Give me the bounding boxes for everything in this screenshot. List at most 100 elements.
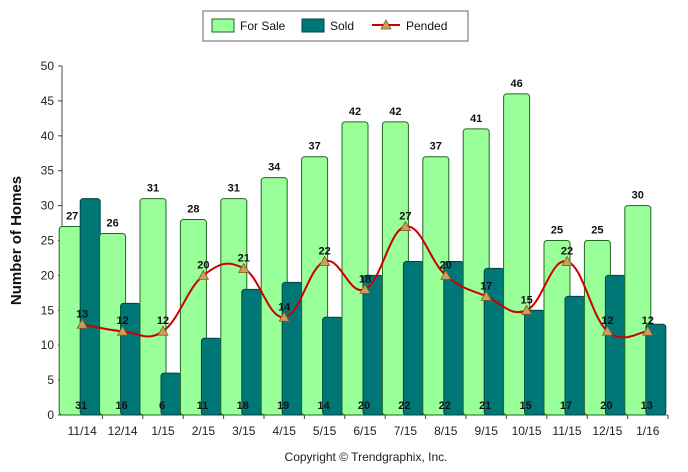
- y-tick-label: 15: [41, 303, 55, 317]
- pended-value-label: 15: [520, 294, 532, 306]
- sold-bar: [645, 323, 667, 416]
- axes: 0 5 10 15 20 25 30 35 40 45 50 11/14 12/14 1/15 2/15 3/…: [41, 59, 669, 438]
- x-tick-label: 11/14: [68, 424, 97, 438]
- x-tick-label: 9/15: [475, 424, 499, 438]
- x-tick-label: 11/15: [552, 424, 581, 438]
- x-tick-label: 10/15: [512, 424, 542, 438]
- x-tick-label: 1/15: [151, 424, 175, 438]
- y-tick-label: 35: [41, 164, 55, 178]
- copyright-footer: Copyright © Trendgraphix, Inc.: [285, 450, 448, 464]
- pended-marker: [116, 325, 129, 336]
- for-sale-bar: [301, 156, 329, 416]
- for-sale-value-label: 42: [349, 106, 361, 118]
- legend: For Sale Sold Pended: [202, 10, 469, 42]
- pended-marker: [440, 269, 452, 280]
- x-tick-label: 4/15: [273, 424, 297, 438]
- pended-value-label: 20: [197, 259, 209, 271]
- for-sale-value-label: 30: [632, 190, 644, 202]
- for-sale-value-label: 37: [430, 141, 442, 153]
- for-sale-bar: [341, 121, 369, 416]
- pended-value-label: 21: [238, 252, 250, 264]
- sold-value-label: 16: [115, 400, 127, 412]
- pended-marker: [238, 262, 250, 273]
- sold-bar: [79, 198, 101, 416]
- pended-marker: [561, 255, 573, 266]
- for-sale-value-label: 46: [510, 78, 522, 90]
- sold-value-label: 14: [317, 400, 330, 412]
- pended-marker: [76, 318, 88, 329]
- bars: [58, 93, 667, 416]
- for-sale-value-label: 41: [470, 113, 482, 125]
- y-tick-label: 25: [41, 234, 55, 248]
- sold-bar: [443, 260, 465, 416]
- pended-value-label: 20: [440, 259, 452, 271]
- pended-value-label: 13: [76, 308, 88, 320]
- legend-box: [202, 10, 469, 42]
- sold-value-label: 22: [398, 400, 410, 412]
- legend-swatch-pended-marker: [380, 19, 392, 30]
- sold-bar: [564, 295, 586, 416]
- pended-value-label: 12: [116, 315, 128, 327]
- pended-marker: [197, 269, 210, 280]
- for-sale-value-label: 37: [308, 141, 320, 153]
- pended-value-label: 14: [278, 301, 291, 313]
- y-axis-title: Number of Homes: [8, 176, 25, 305]
- pended-marker: [642, 325, 654, 336]
- legend-swatch-sold: [301, 18, 325, 33]
- x-tick-label: 3/15: [232, 424, 256, 438]
- pended-value-label: 18: [359, 273, 371, 285]
- pended-marker: [359, 283, 371, 294]
- sold-value-label: 15: [519, 400, 531, 412]
- for-sale-value-label: 31: [228, 183, 240, 195]
- sold-bar: [362, 274, 384, 416]
- pended-value-label: 22: [561, 245, 573, 257]
- sold-value-label: 17: [560, 400, 572, 412]
- pended-value-label: 12: [642, 315, 654, 327]
- y-tick-label: 5: [47, 373, 54, 387]
- x-tick-label: 5/15: [313, 424, 337, 438]
- for-sale-value-label: 28: [187, 204, 199, 216]
- pended-value-label: 22: [318, 245, 330, 257]
- for-sale-value-label: 26: [106, 218, 118, 230]
- pended-marker: [157, 325, 169, 336]
- sold-value-label: 11: [197, 400, 209, 412]
- for-sale-value-label: 31: [147, 183, 159, 195]
- for-sale-value-label: 42: [389, 106, 401, 118]
- legend-label-pended: Pended: [406, 19, 447, 33]
- sold-value-label: 31: [75, 400, 87, 412]
- x-tick-label: 1/16: [636, 424, 660, 438]
- pended-value-label: 17: [480, 280, 492, 292]
- pended-marker: [278, 311, 290, 322]
- sold-value-label: 20: [600, 400, 612, 412]
- for-sale-value-label: 25: [591, 225, 603, 237]
- pended-value-label: 27: [399, 211, 411, 223]
- sold-value-label: 18: [237, 400, 249, 412]
- for-sale-bar: [503, 93, 531, 416]
- x-tick-label: 6/15: [353, 424, 377, 438]
- sold-bar: [604, 274, 626, 416]
- pended-line: [76, 220, 654, 339]
- for-sale-value-label: 34: [268, 162, 281, 174]
- y-tick-label: 30: [41, 199, 55, 213]
- sold-value-label: 21: [479, 400, 491, 412]
- legend-swatch-for-sale: [211, 18, 235, 33]
- for-sale-bar: [624, 205, 652, 416]
- x-tick-label: 8/15: [434, 424, 458, 438]
- pended-marker: [318, 255, 331, 266]
- pended-marker: [480, 290, 492, 301]
- for-sale-bar: [139, 198, 167, 416]
- pended-marker: [601, 325, 614, 336]
- y-tick-label: 0: [47, 408, 54, 422]
- pended-marker: [520, 304, 533, 315]
- x-tick-label: 7/15: [394, 424, 418, 438]
- sold-value-label: 20: [358, 400, 370, 412]
- pended-marker: [399, 220, 412, 231]
- y-tick-label: 45: [41, 94, 55, 108]
- sold-value-label: 13: [641, 400, 653, 412]
- for-sale-value-label: 25: [551, 225, 563, 237]
- y-tick-label: 10: [41, 338, 55, 352]
- sold-value-label: 6: [159, 400, 165, 412]
- for-sale-bar: [179, 219, 207, 416]
- y-tick-label: 50: [41, 59, 55, 73]
